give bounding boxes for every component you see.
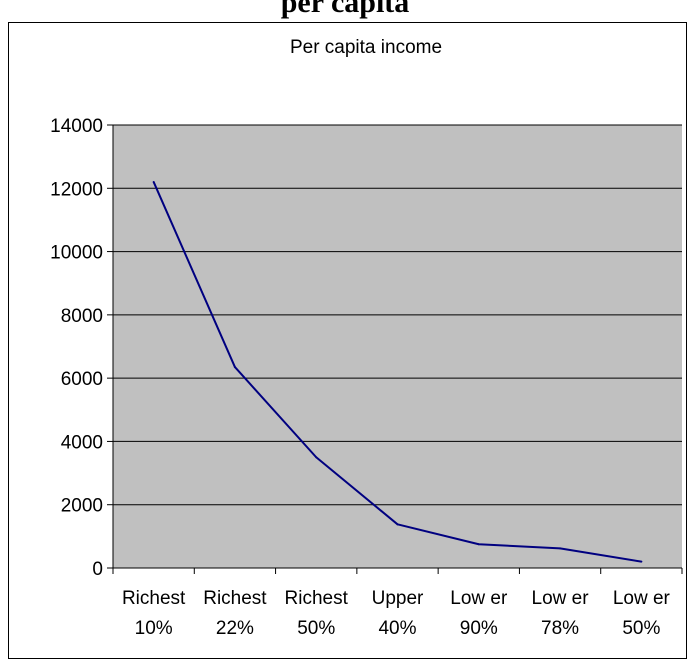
y-tick-label: 2000 (61, 496, 103, 517)
x-tick-label: 50% (622, 618, 660, 639)
y-tick-label: 6000 (61, 369, 103, 390)
x-tick-label: Richest (285, 588, 349, 609)
y-tick-label: 10000 (50, 243, 103, 264)
y-tick-label: 0 (92, 559, 103, 580)
chart-frame: Per capita income 0 2000 4000 6000 8000 10000… (8, 22, 687, 659)
x-tick-label: 22% (216, 618, 254, 639)
y-tick-label: 14000 (50, 116, 103, 137)
line-chart: Per capita income 0 2000 4000 6000 8000 10000… (50, 37, 683, 639)
data-point (396, 523, 399, 526)
grid-layer (113, 124, 682, 506)
data-point (315, 456, 318, 459)
x-tick-label: 10% (135, 618, 173, 639)
data-point (477, 543, 480, 546)
x-tick-label: 78% (541, 618, 579, 639)
y-tick-label: 12000 (50, 179, 103, 200)
data-point (233, 366, 236, 369)
data-point (152, 180, 155, 183)
chart-title: Per capita income (290, 37, 442, 58)
x-tick-label: 50% (297, 618, 335, 639)
x-tick-label: 90% (460, 618, 498, 639)
plot-area (113, 125, 682, 568)
label-layer: 0 2000 4000 6000 8000 10000 12000 14000 Richest 1… (50, 116, 670, 639)
data-point (559, 547, 562, 550)
x-tick-label: Richest (203, 588, 267, 609)
y-tick-label: 4000 (61, 432, 103, 453)
data-point (640, 560, 643, 563)
axis-layer (107, 124, 683, 574)
y-tick-label: 8000 (61, 306, 103, 327)
x-tick-label: 40% (378, 618, 416, 639)
x-tick-label: Low er (613, 588, 671, 609)
series-layer (152, 180, 643, 563)
x-tick-label: Low er (532, 588, 590, 609)
x-tick-label: Upper (372, 588, 424, 609)
page-heading: per capita (280, 0, 410, 19)
x-tick-label: Richest (122, 588, 186, 609)
x-tick-label: Low er (450, 588, 508, 609)
